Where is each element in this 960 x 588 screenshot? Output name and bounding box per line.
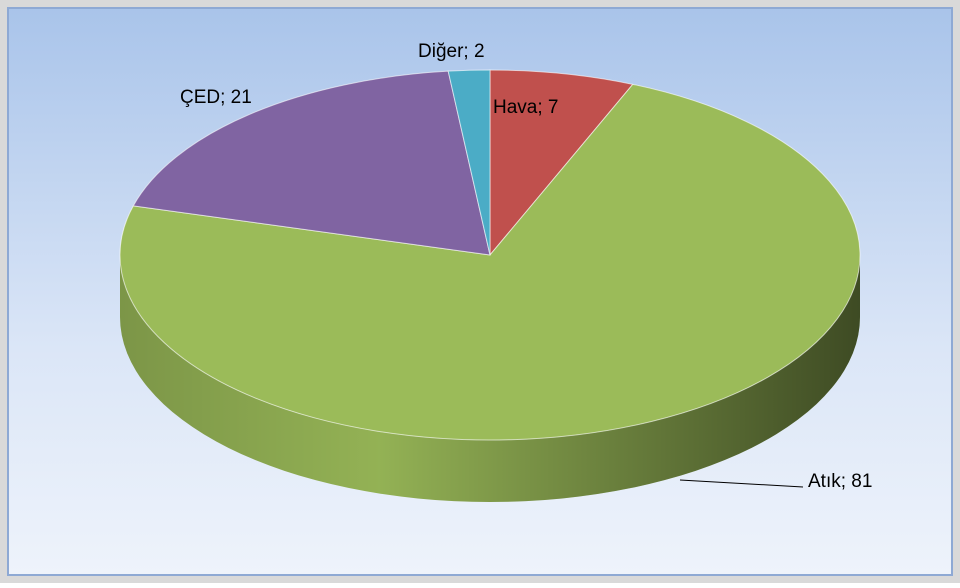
pie-slice [447, 69, 491, 256]
pie: Hava; 7 Atık; 81 ÇED; 21 Diğer; 2 [119, 41, 872, 502]
leader-line [679, 479, 804, 488]
pie-slice [119, 83, 861, 441]
data-label: Diğer; 2 [418, 41, 485, 62]
side-shade [120, 255, 860, 502]
data-label: ÇED; 21 [180, 87, 252, 108]
pie-slice [489, 69, 634, 257]
data-label: Atık; 81 [808, 471, 872, 492]
pie-slice [132, 70, 491, 256]
data-label: Hava; 7 [493, 97, 558, 118]
